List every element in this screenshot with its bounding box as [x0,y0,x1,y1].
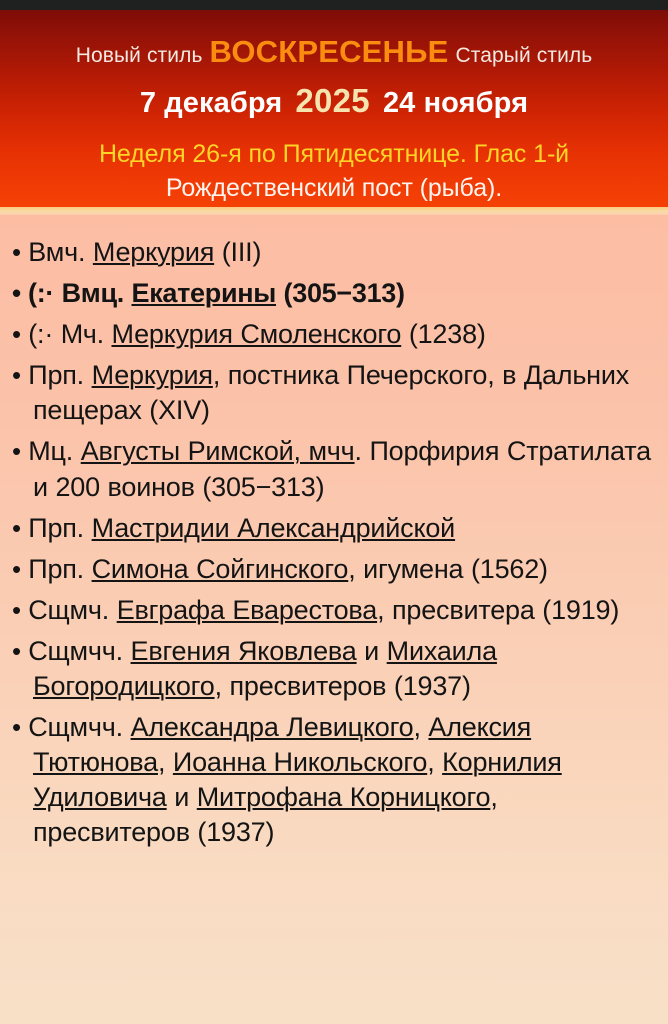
saint-entry: • Сщмчч. Александра Левицкого, Алексия Т… [12,710,656,850]
year-label: 2025 [295,82,370,119]
feast-marker-icon: (:· [28,319,54,350]
style-labels-row: Новый стиль ВОСКРЕСЕНЬЕ Старый стиль [0,36,668,67]
saint-link[interactable]: Мастридии Александрийской [91,512,456,543]
bullet-icon: • [12,278,29,309]
saint-entry: • (:· Вмц. Екатерины (305−313) [12,276,656,311]
weekday-title: ВОСКРЕСЕНЬЕ [209,34,449,69]
bullet-icon: • [12,319,29,350]
old-style-label: Старый стиль [455,44,593,67]
saint-entry: • (:· Мч. Меркурия Смоленского (1238) [12,317,656,352]
saint-link[interactable]: Митрофана Корницкого [196,782,491,813]
entry-prefix: Вмц. [54,278,132,309]
saint-entry: • Прп. Симона Сойгинского, игумена (1562… [12,552,656,587]
saint-entry: • Прп. Мастридии Александрийской [12,511,656,546]
entry-suffix: , постника Печерского, в Дальних пещерах… [33,360,630,426]
bullet-icon: • [12,635,29,666]
entry-separator: , [157,747,173,778]
entry-suffix: (1238) [408,319,486,350]
bullet-icon: • [12,553,29,584]
entry-prefix: Прп. [28,512,92,543]
entry-conjunction: и [166,782,197,813]
saint-entry: • Сщмчч. Евгения Яковлева и Михаила Бого… [12,634,656,704]
entry-suffix: , игумена (1562) [348,553,548,584]
entry-separator: , [427,747,443,778]
status-bar [0,0,668,10]
saint-link[interactable]: Иоанна Никольского [172,747,428,778]
saint-link[interactable]: Екатерины [131,278,277,309]
bullet-icon: • [12,360,29,391]
entry-suffix: . Порфирия Стратилата и 200 воинов (305−… [33,436,651,502]
saints-list: • Вмч. Меркурия (III) • (:· Вмц. Екатерин… [12,235,656,851]
saint-link[interactable]: Александра Левицкого [130,712,414,743]
saint-link[interactable]: Меркурия Смоленского [111,319,402,350]
saint-entry: • Прп. Меркурия, постника Печерского, в … [12,358,656,428]
new-style-date: 7 декабря [139,87,283,119]
entry-prefix: Прп. [28,553,92,584]
header-divider [0,207,668,215]
new-style-label: Новый стиль [75,44,203,67]
saint-link[interactable]: Евгения Яковлева [130,635,357,666]
old-style-date: 24 ноября [382,87,529,119]
saint-entry: • Мц. Августы Римской, мчч. Порфирия Стр… [12,434,656,504]
entry-suffix: (III) [221,237,262,267]
entry-conjunction: и [356,635,387,666]
entry-prefix: Вмч. [28,237,93,267]
week-tone-note: Неделя 26-я по Пятидесятнице. Глас 1-й [98,140,570,168]
saint-link[interactable]: Августы Римской, мчч [80,436,355,467]
calendar-header: Новый стиль ВОСКРЕСЕНЬЕ Старый стиль 7 дек… [0,10,668,207]
saint-link[interactable]: Михаила Богородицкого [33,635,497,702]
bullet-icon: • [12,512,29,543]
saint-link[interactable]: Меркурия [92,237,215,267]
bullet-icon: • [12,237,29,267]
entry-suffix: , пресвитера (1919) [377,594,620,625]
saints-panel: • Вмч. Меркурия (III) • (:· Вмц. Екатерин… [0,215,668,1024]
bullet-icon: • [12,712,29,743]
entry-conjunction [276,278,284,308]
entry-suffix: , пресвитеров (1937) [33,782,498,848]
entry-conjunction [401,319,409,349]
entry-prefix: Сщмчч. [28,712,131,743]
saint-entry: • Сщмч. Евграфа Еварестова, пресвитера (… [12,593,656,628]
bullet-icon: • [12,594,29,625]
entry-prefix: Сщмч. [28,594,117,625]
bullet-icon: • [12,436,29,467]
feast-marker-icon: (:· [28,278,55,309]
fasting-note: Рождественский пост (рыба). [165,173,503,202]
entry-prefix: Прп. [28,360,92,391]
saint-link[interactable]: Корнилия Удиловича [33,747,562,813]
entry-conjunction [214,237,222,267]
entry-suffix: (305−313) [283,278,405,309]
entry-suffix: , пресвитеров (1937) [214,671,471,702]
saint-link[interactable]: Алексия Тютюнова [33,712,532,778]
saint-entry: • Вмч. Меркурия (III) [12,235,656,270]
saint-link[interactable]: Меркурия [91,360,213,391]
entry-prefix: Мц. [28,436,81,467]
entry-separator: , [413,712,429,743]
date-row: 7 декабря 2025 24 ноября [0,84,668,118]
entry-prefix: Сщмчч. [28,635,131,666]
saint-link[interactable]: Евграфа Еварестова [116,594,378,625]
entry-prefix: Мч. [53,319,112,350]
saint-link[interactable]: Симона Сойгинского [91,553,349,584]
